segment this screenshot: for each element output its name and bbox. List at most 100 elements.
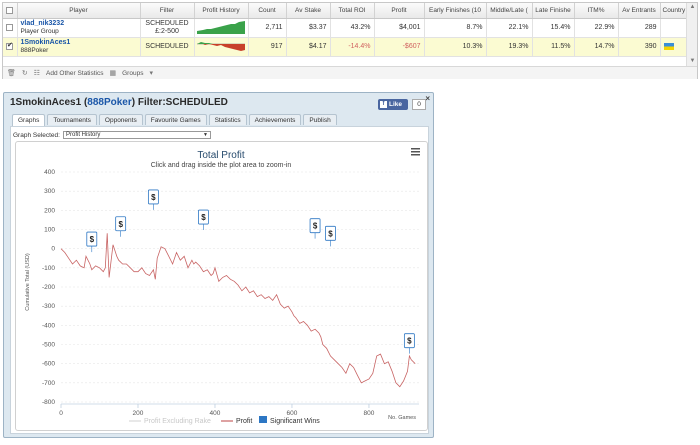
column-header-av-entrants[interactable]: Av Entrants bbox=[618, 3, 661, 19]
significant-win-flag[interactable]: $ bbox=[403, 333, 415, 354]
graphs-panel: Graph Selected: Profit History Total Pro… bbox=[10, 126, 429, 434]
facebook-like-button[interactable]: f Like bbox=[378, 99, 408, 110]
legend-profit-excluding-rake[interactable]: Profit Excluding Rake bbox=[144, 418, 211, 425]
tab-statistics[interactable]: Statistics bbox=[208, 114, 247, 125]
column-header-select[interactable] bbox=[3, 3, 18, 19]
svg-text:$: $ bbox=[151, 193, 156, 202]
profit-chart-svg[interactable]: Total Profit Click and drag inside the p… bbox=[16, 142, 427, 430]
column-header-country[interactable]: Country bbox=[660, 3, 688, 19]
chart-subtitle: Click and drag inside the plot area to z… bbox=[151, 162, 292, 169]
x-tick-label: 800 bbox=[364, 410, 375, 417]
trash-icon[interactable]: 🗑 bbox=[7, 70, 16, 77]
window-title-site-link[interactable]: 888Poker bbox=[87, 97, 132, 108]
x-tick-label: 600 bbox=[287, 410, 298, 417]
filter-stake-range: £:2-500 bbox=[155, 27, 179, 35]
groups-dropdown[interactable]: Groups bbox=[122, 69, 144, 77]
x-tick-label: 400 bbox=[210, 410, 221, 417]
column-header-middle-late[interactable]: Middle/Late ( bbox=[486, 3, 533, 19]
total-roi-value: 43.2% bbox=[330, 18, 375, 38]
player-window: 1SmokinAces1 (888Poker) Filter:SCHEDULED… bbox=[3, 92, 434, 438]
x-tick-label: 0 bbox=[59, 410, 63, 417]
middle-late-value: 22.1% bbox=[486, 18, 533, 38]
tab-graphs[interactable]: Graphs bbox=[12, 114, 46, 126]
window-tabs: Graphs Tournaments Opponents Favourite G… bbox=[12, 114, 337, 126]
column-header-profit[interactable]: Profit bbox=[374, 3, 425, 19]
column-header-profit-history[interactable]: Profit History bbox=[194, 3, 249, 19]
column-header-late-finishes[interactable]: Late Finishe bbox=[532, 3, 575, 19]
significant-win-flag[interactable]: $ bbox=[147, 189, 159, 210]
svg-text:$: $ bbox=[90, 235, 95, 244]
column-header-total-roi[interactable]: Total ROI bbox=[330, 3, 375, 19]
av-entrants-value: 289 bbox=[618, 18, 661, 38]
chart-title: Total Profit bbox=[197, 150, 244, 161]
column-header-av-stake[interactable]: Av Stake bbox=[286, 3, 331, 19]
facebook-icon: f bbox=[380, 101, 387, 108]
significant-win-flag[interactable]: $ bbox=[309, 218, 321, 239]
profit-value: -$607 bbox=[374, 37, 425, 57]
profit-chart[interactable]: Total Profit Click and drag inside the p… bbox=[15, 141, 428, 431]
column-header-filter[interactable]: Filter bbox=[140, 3, 195, 19]
player-name-link[interactable]: vlad_nik3232 bbox=[20, 19, 65, 27]
significant-win-flag[interactable]: $ bbox=[86, 231, 98, 253]
tab-tournaments[interactable]: Tournaments bbox=[47, 114, 97, 125]
tab-publish[interactable]: Publish bbox=[303, 114, 337, 125]
filter-type: SCHEDULED bbox=[145, 42, 189, 50]
scroll-down-icon[interactable]: ▼ bbox=[689, 58, 696, 64]
row-checkbox-checked[interactable] bbox=[6, 41, 13, 50]
y-tick-label: -800 bbox=[42, 399, 55, 406]
profit-series-line bbox=[60, 233, 416, 388]
chevron-down-icon[interactable]: ▾ bbox=[149, 70, 153, 77]
tab-achievements[interactable]: Achievements bbox=[248, 114, 302, 125]
legend-profit[interactable]: Profit bbox=[236, 418, 252, 425]
close-window-icon[interactable]: × bbox=[425, 94, 430, 103]
legend-significant-wins[interactable]: Significant Wins bbox=[270, 418, 320, 425]
graph-selected-label: Graph Selected: bbox=[13, 131, 60, 139]
profit-history-sparkline-down bbox=[196, 41, 245, 51]
significant-win-flag[interactable]: $ bbox=[115, 216, 127, 237]
player-name-link[interactable]: 1SmokinAces1 bbox=[20, 38, 71, 46]
y-tick-label: 400 bbox=[44, 169, 55, 176]
facebook-like-label: Like bbox=[389, 101, 403, 108]
add-other-statistics-button[interactable]: Add Other Statistics bbox=[46, 69, 104, 77]
tab-favourite-games[interactable]: Favourite Games bbox=[144, 114, 207, 125]
graph-select-dropdown[interactable]: Profit History bbox=[62, 131, 211, 139]
country-cell bbox=[660, 18, 688, 38]
table-row[interactable]: vlad_nik3232 Player Group SCHEDULED £:2-50… bbox=[3, 18, 688, 38]
column-header-player[interactable]: Player bbox=[17, 3, 141, 19]
y-tick-label: 300 bbox=[44, 188, 55, 195]
count-value: 2,711 bbox=[248, 18, 287, 38]
scroll-up-icon[interactable]: ▲ bbox=[689, 4, 696, 10]
player-group-label: Player Group bbox=[20, 27, 59, 35]
significant-win-flag[interactable]: $ bbox=[325, 225, 336, 247]
late-finishes-value: 15.4% bbox=[532, 18, 575, 38]
svg-text:$: $ bbox=[118, 220, 123, 229]
refresh-icon[interactable]: ↻ bbox=[21, 70, 28, 77]
av-stake-value: $4.17 bbox=[286, 37, 331, 57]
player-site-label: 888Poker bbox=[20, 46, 49, 54]
svg-text:$: $ bbox=[313, 222, 318, 231]
significant-win-flag[interactable]: $ bbox=[198, 209, 209, 231]
grid-toolbar: 🗑 ↻ ☷ Add Other Statistics ▦ Groups ▾ bbox=[3, 66, 697, 79]
grid-vertical-scrollbar[interactable]: ▲ ▼ bbox=[686, 3, 697, 66]
late-finishes-value: 11.5% bbox=[532, 37, 575, 57]
av-stake-value: $3.37 bbox=[286, 18, 331, 38]
facebook-like-count: 0 bbox=[412, 99, 426, 110]
groups-icon[interactable]: ▦ bbox=[109, 70, 117, 77]
graph-selector: Graph Selected: Profit History bbox=[13, 131, 211, 139]
itm-value: 22.9% bbox=[574, 18, 619, 38]
column-header-itm[interactable]: ITM% bbox=[574, 3, 619, 19]
player-table: Player Filter Profit History Count Av St… bbox=[3, 3, 688, 57]
column-header-count[interactable]: Count bbox=[248, 3, 287, 19]
row-checkbox[interactable] bbox=[6, 23, 13, 31]
itm-value: 14.7% bbox=[574, 37, 619, 57]
chart-menu-icon[interactable] bbox=[411, 148, 420, 156]
filter-type: SCHEDULED bbox=[145, 19, 189, 27]
grid-settings-icon[interactable]: ☷ bbox=[33, 70, 41, 77]
total-roi-value: -14.4% bbox=[330, 37, 375, 57]
y-tick-label: -500 bbox=[42, 342, 55, 349]
country-flag-icon bbox=[663, 42, 674, 50]
column-header-early-finishes[interactable]: Early Finishes (10 bbox=[424, 3, 487, 19]
tab-opponents[interactable]: Opponents bbox=[98, 114, 143, 125]
select-all-checkbox[interactable] bbox=[6, 6, 14, 14]
